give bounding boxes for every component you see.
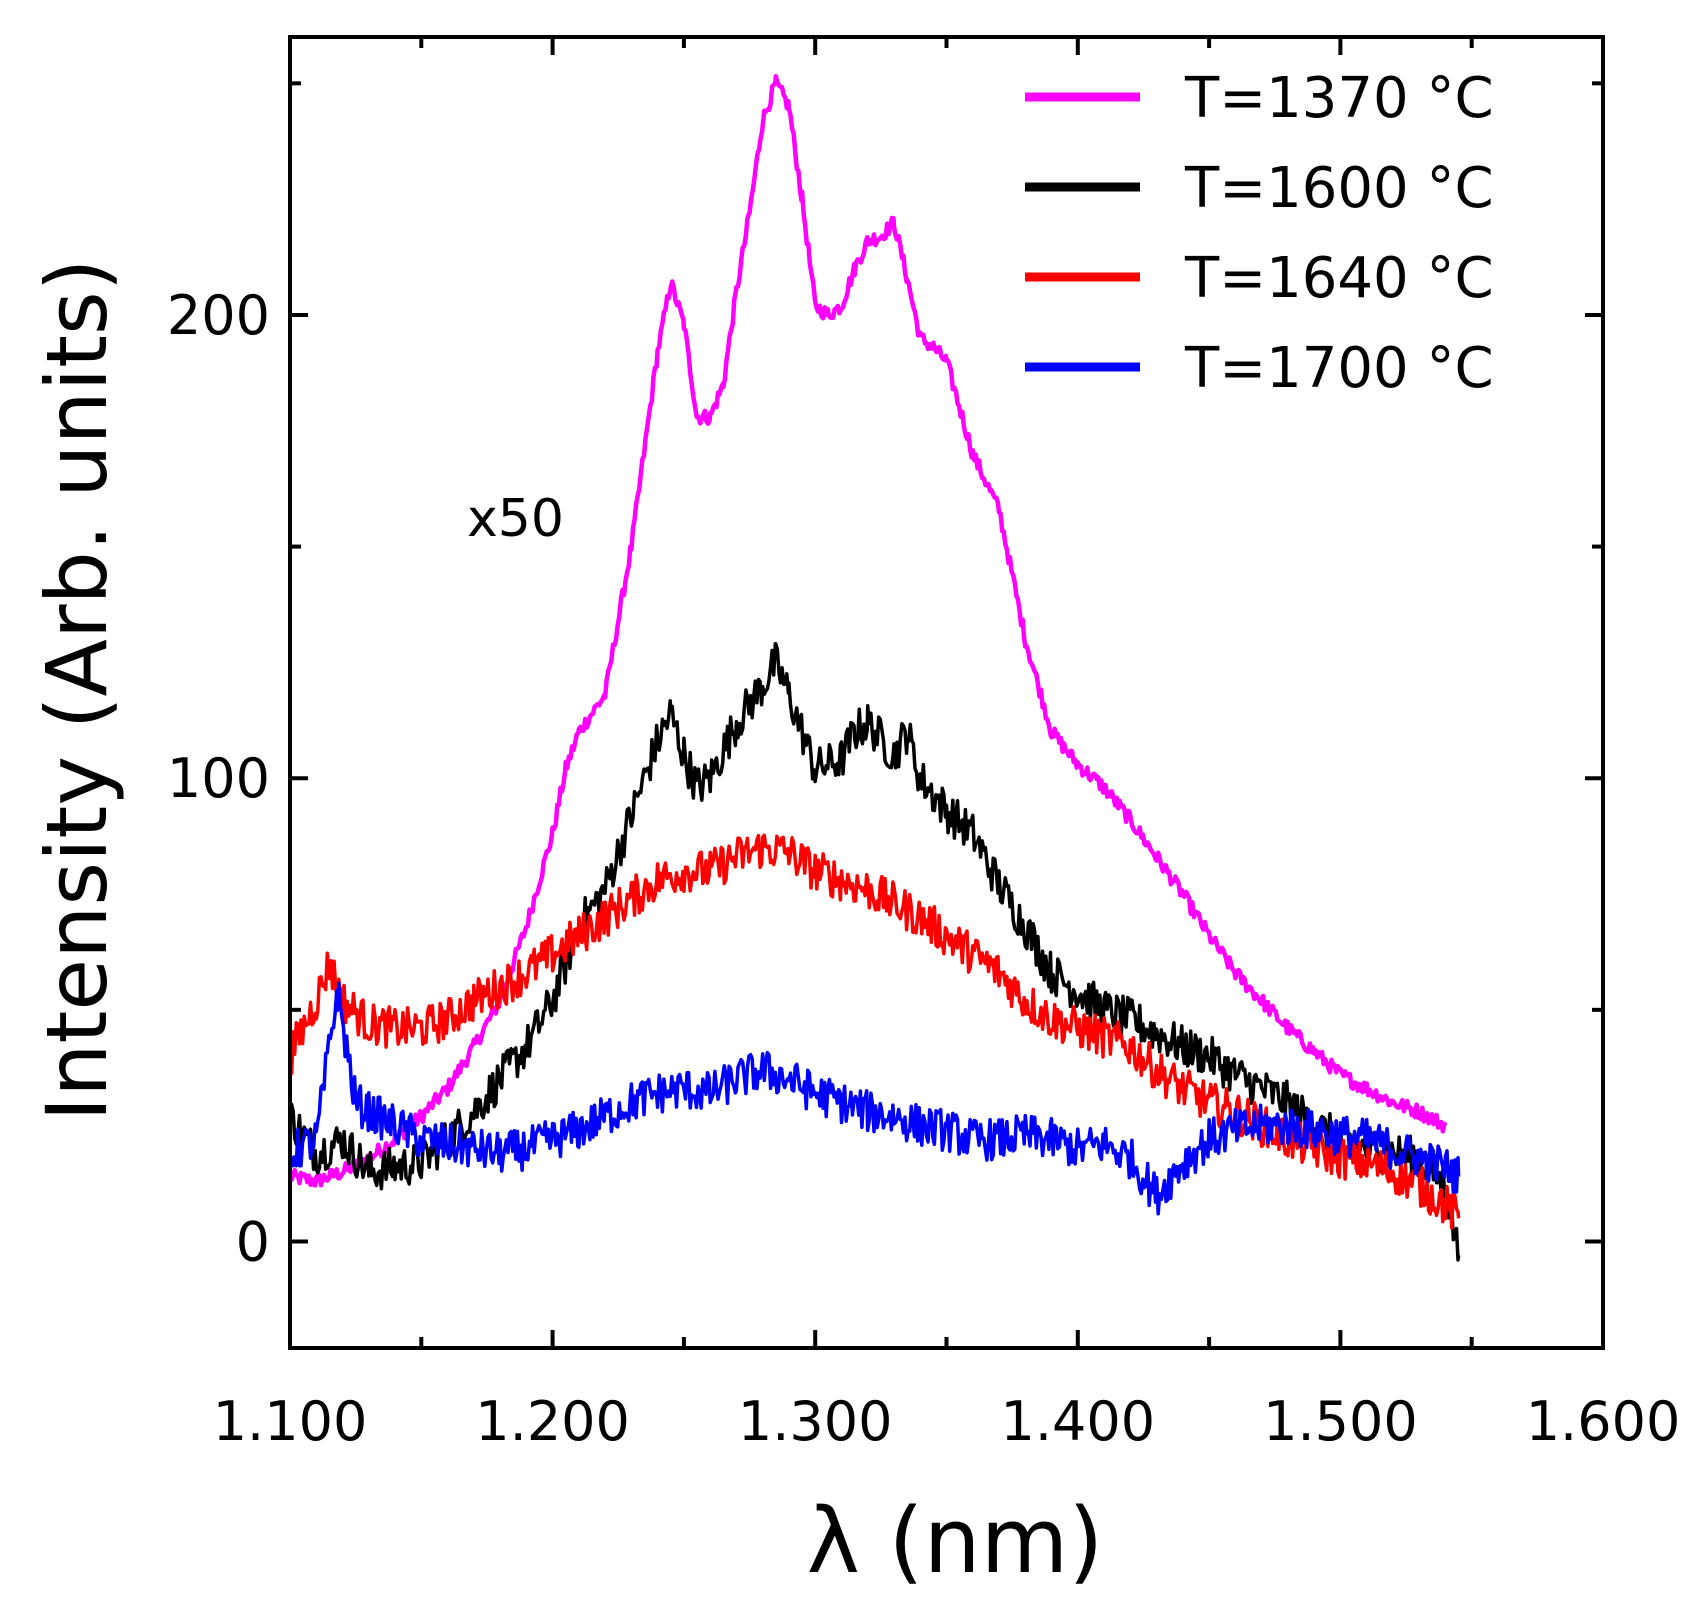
x-axis-title: λ (nm) xyxy=(807,1489,1104,1594)
x-tick-label: 1.400 xyxy=(1001,1390,1156,1453)
series-line-4 xyxy=(288,981,1461,1216)
ticks-layer xyxy=(288,37,1605,1348)
legend: T=1370 °C T=1600 °C T=1640 °C T=1700 °C xyxy=(1025,66,1494,401)
y-tick-label: 100 xyxy=(167,747,270,810)
y-tick-label: 0 xyxy=(236,1210,270,1273)
legend-label-2: T=1600 °C xyxy=(1184,156,1494,221)
x-tick-label: 1.300 xyxy=(738,1390,893,1453)
y-axis-title: Intensity (Arb. units) xyxy=(28,258,126,1121)
x-tick-label: 1.100 xyxy=(213,1390,368,1453)
legend-label-3: T=1640 °C xyxy=(1184,246,1494,311)
legend-label-4: T=1700 °C xyxy=(1184,336,1494,401)
x-tick-label: 1.200 xyxy=(475,1390,630,1453)
series-line-1 xyxy=(287,74,1448,1188)
y-tick-label: 200 xyxy=(167,284,270,347)
legend-label-1: T=1370 °C xyxy=(1184,66,1494,131)
series-line-2 xyxy=(288,642,1461,1262)
series-line-3 xyxy=(289,833,1461,1230)
x-tick-label: 1.600 xyxy=(1526,1390,1681,1453)
scale-annotation: x50 xyxy=(467,489,564,549)
series-layer xyxy=(287,74,1461,1262)
labels-layer: 1.100 1.200 1.300 1.400 1.500 1.600 0 100 200 xyxy=(167,284,1680,1453)
x-tick-label: 1.500 xyxy=(1263,1390,1418,1453)
